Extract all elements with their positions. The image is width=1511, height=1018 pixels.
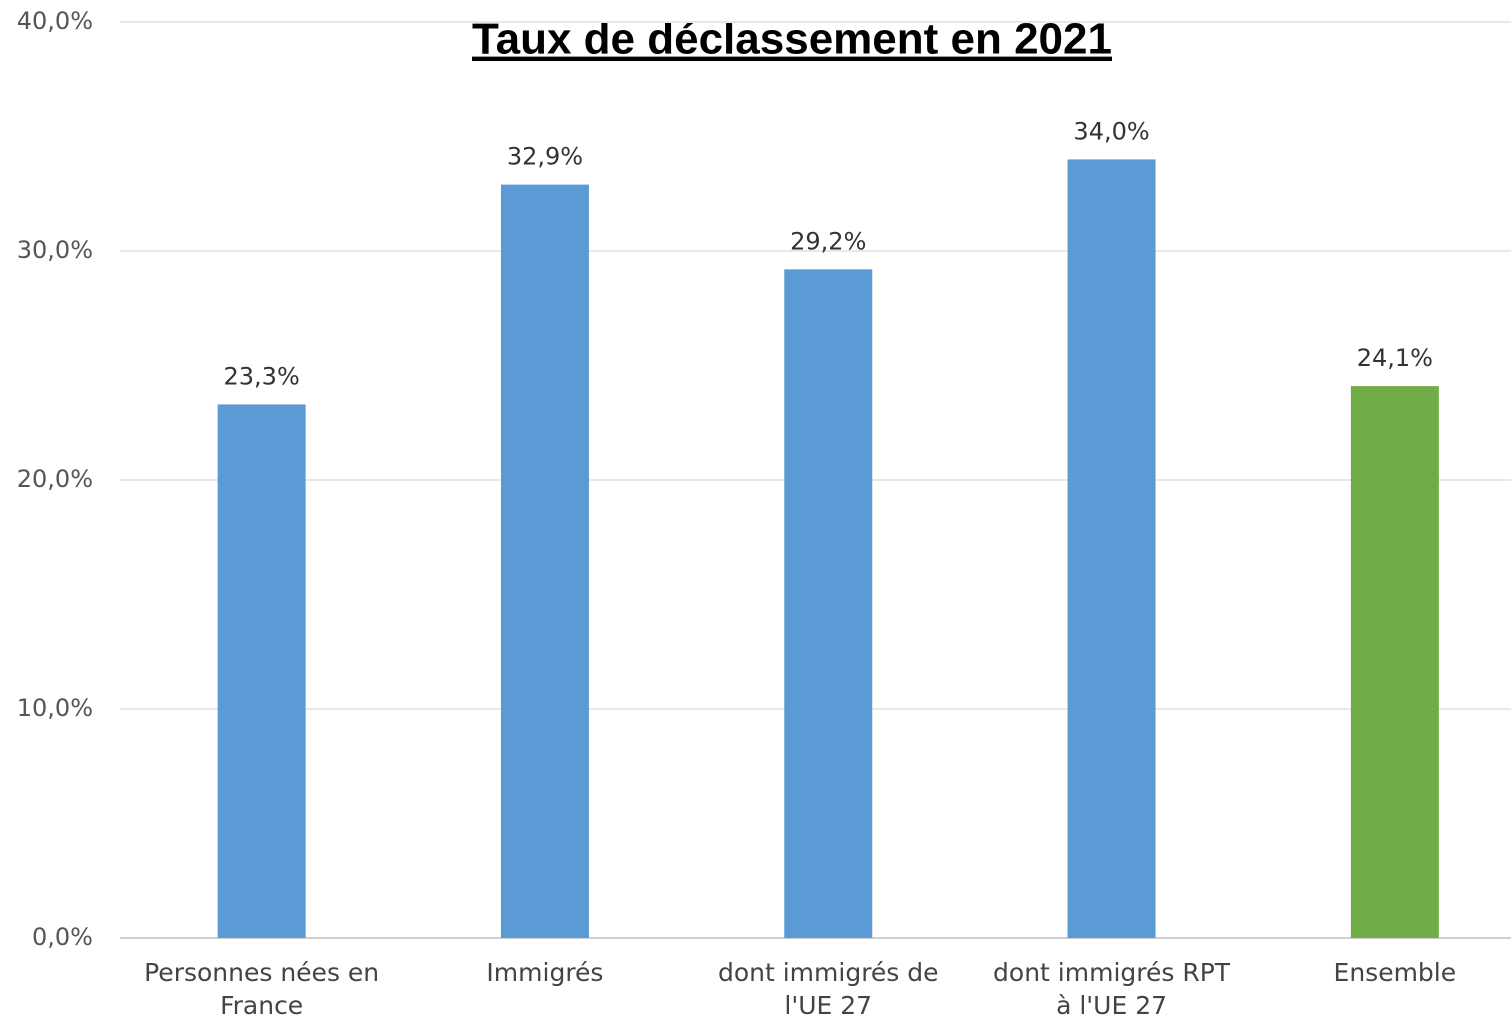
y-tick-label: 10,0% [17,694,93,722]
y-tick-label: 20,0% [17,465,93,493]
x-tick-label: Ensemble [1333,958,1457,987]
bar [217,404,306,938]
x-tick-label: dont immigrés de l'UE 27 [717,958,939,1018]
x-tick-label: Immigrés [486,958,604,987]
value-label: 29,2% [790,227,866,255]
value-label: 24,1% [1357,344,1433,372]
value-label: 34,0% [1073,117,1149,145]
x-tick-label: dont immigrés RPT à l'UE 27 [993,958,1231,1018]
value-label: 32,9% [507,143,583,171]
bar [1067,159,1156,938]
x-tick-label: Personnes nées en France [144,958,380,1018]
bar [500,184,589,939]
y-tick-label: 0,0% [32,923,93,951]
bar [1350,386,1439,938]
bar [784,269,873,938]
value-label: 23,3% [224,362,300,390]
y-tick-label: 40,0% [17,7,93,35]
y-tick-label: 30,0% [17,236,93,264]
